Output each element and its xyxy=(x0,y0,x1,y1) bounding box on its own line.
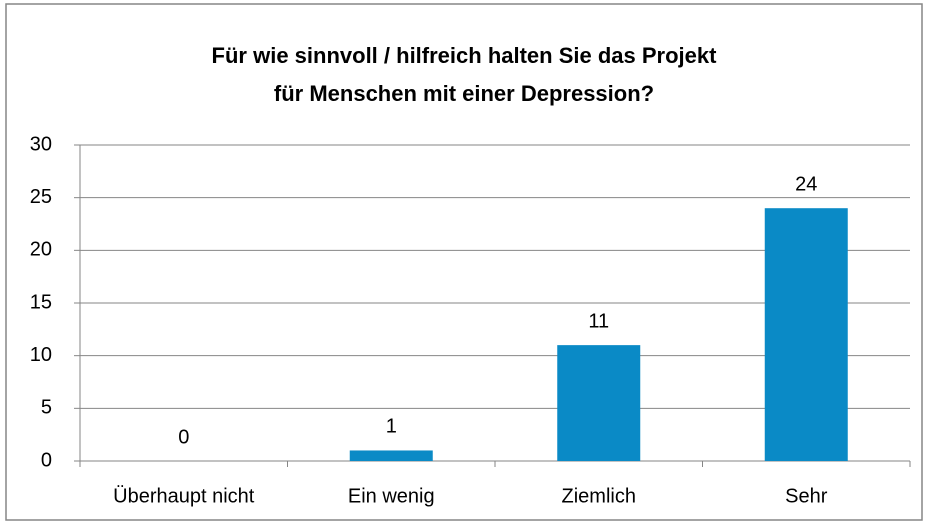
data-label: 11 xyxy=(588,310,609,332)
y-tick-label: 10 xyxy=(30,344,52,366)
bar xyxy=(764,208,848,461)
y-tick-label: 5 xyxy=(41,397,52,419)
y-tick-label: 15 xyxy=(30,291,52,313)
x-tick-label: Überhaupt nicht xyxy=(113,485,255,507)
x-tick-label: Ziemlich xyxy=(562,485,636,507)
y-tick-label: 20 xyxy=(30,239,52,261)
x-tick-label: Ein wenig xyxy=(348,485,435,507)
bar xyxy=(557,345,641,461)
data-label: 0 xyxy=(178,426,189,448)
bar xyxy=(349,450,433,461)
y-tick-label: 0 xyxy=(41,449,52,471)
chart-title: Für wie sinnvoll / hilfreich halten Sie … xyxy=(212,43,718,68)
chart-title: für Menschen mit einer Depression? xyxy=(274,81,654,106)
y-tick-label: 25 xyxy=(30,186,52,208)
data-label: 24 xyxy=(795,173,817,195)
x-tick-label: Sehr xyxy=(785,485,828,507)
data-label: 1 xyxy=(386,416,397,438)
y-tick-label: 30 xyxy=(30,133,52,155)
